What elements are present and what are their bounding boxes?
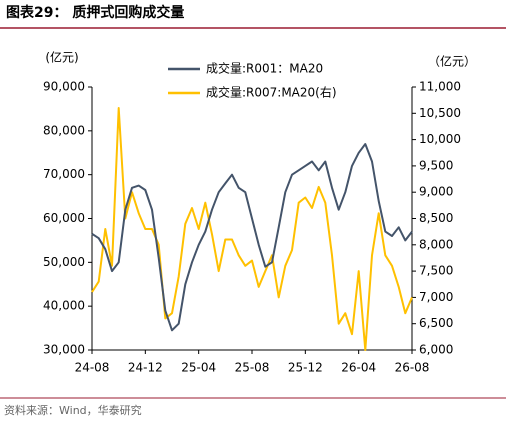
y-tick-label: 40,000 [43, 299, 85, 313]
y2-tick-label: 8,500 [419, 211, 453, 225]
x-tick-label: 25-04 [181, 361, 216, 375]
y2-tick-label: 6,500 [419, 316, 453, 330]
y-tick-label: 80,000 [43, 123, 85, 137]
y2-tick-label: 7,000 [419, 290, 453, 304]
series-line [91, 107, 413, 351]
y2-tick-label: 10,000 [419, 132, 461, 146]
y2-tick-label: 11,000 [419, 80, 461, 94]
y2-tick-label: 9,000 [419, 185, 453, 199]
y2-tick-label: 10,500 [419, 106, 461, 120]
chart-title: 图表29： 质押式回购成交量 [6, 4, 184, 21]
y2-tick-label: 7,500 [419, 264, 453, 278]
x-tick-label: 26-04 [341, 361, 376, 375]
y-tick-label: 60,000 [43, 211, 85, 225]
y-tick-label: 70,000 [43, 167, 85, 181]
y2-tick-label: 6,000 [419, 343, 453, 357]
x-tick-label: 24-08 [75, 361, 110, 375]
x-tick-label: 26-08 [395, 361, 430, 375]
source: 资料来源：Wind，华泰研究 [4, 403, 142, 417]
legend-label: 成交量:R001：MA20 [206, 61, 323, 76]
y2-tick-label: 8,000 [419, 237, 453, 251]
series-line [91, 143, 413, 332]
x-tick-label: 25-12 [288, 361, 323, 375]
x-tick-label: 25-08 [235, 361, 270, 375]
x-tick-label: 24-12 [128, 361, 163, 375]
y-axis-label: (亿元) [45, 50, 78, 65]
y2-axis-label: （亿元） [428, 54, 476, 69]
y-tick-label: 50,000 [43, 255, 85, 269]
legend-label: 成交量:R007:MA20(右) [206, 85, 337, 100]
y-tick-label: 30,000 [43, 343, 85, 357]
y-tick-label: 90,000 [43, 80, 85, 94]
y2-tick-label: 9,500 [419, 158, 453, 172]
